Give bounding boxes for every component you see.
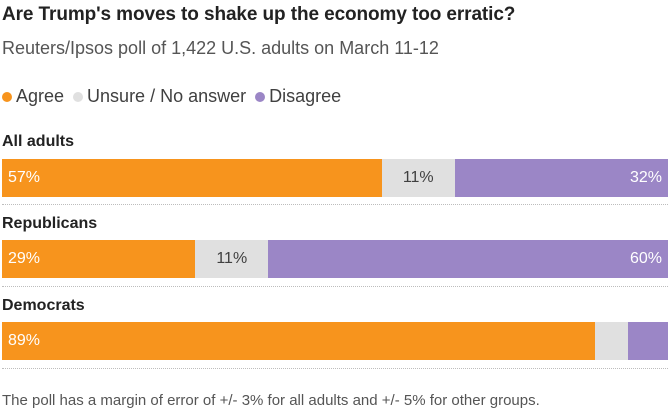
row-divider — [2, 204, 668, 205]
chart-subtitle: Reuters/Ipsos poll of 1,422 U.S. adults … — [2, 38, 439, 58]
bar-row-all-adults: 57% 11% 32% — [2, 159, 668, 197]
bar-row-democrats: 89% — [2, 322, 668, 360]
row-divider — [2, 368, 668, 369]
legend-label-unsure: Unsure / No answer — [87, 86, 247, 106]
bar-republicans-agree: 29% — [2, 240, 196, 278]
footnote: The poll has a margin of error of +/- 3%… — [2, 392, 540, 409]
group-label-democrats: Democrats — [2, 297, 85, 314]
legend-swatch-unsure — [73, 91, 84, 102]
bar-row-republicans: 29% 11% 60% — [2, 240, 668, 278]
legend-item-unsure: Unsure / No answer — [73, 86, 246, 107]
legend-label-agree: Agree — [16, 86, 65, 106]
bar-democrats-unsure — [594, 322, 629, 360]
chart-title: Are Trump's moves to shake up the econom… — [2, 4, 516, 25]
legend: Agree Unsure / No answer Disagree — [2, 86, 350, 107]
row-divider — [2, 286, 668, 287]
bar-all-adults-agree: 57% — [2, 159, 382, 197]
legend-item-agree: Agree — [2, 86, 64, 107]
bar-republicans-unsure: 11% — [195, 240, 269, 278]
bar-democrats-disagree — [628, 322, 668, 360]
bar-value-label: 29% — [8, 250, 41, 267]
legend-swatch-disagree — [255, 91, 266, 102]
bar-all-adults-disagree: 32% — [454, 159, 668, 197]
group-label-republicans: Republicans — [2, 215, 98, 232]
bar-republicans-disagree: 60% — [268, 240, 668, 278]
bar-value-label: 32% — [629, 169, 662, 186]
bar-value-label: 89% — [8, 332, 41, 349]
legend-label-disagree: Disagree — [269, 86, 342, 106]
bar-value-label: 11% — [402, 169, 434, 186]
group-label-all-adults: All adults — [2, 133, 75, 150]
bar-democrats-agree: 89% — [2, 322, 595, 360]
bar-value-label: 57% — [8, 169, 41, 186]
legend-item-disagree: Disagree — [255, 86, 341, 107]
bar-value-label: 60% — [629, 250, 662, 267]
bar-value-label: 11% — [216, 250, 248, 267]
legend-swatch-agree — [2, 91, 12, 102]
bar-all-adults-unsure: 11% — [381, 159, 455, 197]
